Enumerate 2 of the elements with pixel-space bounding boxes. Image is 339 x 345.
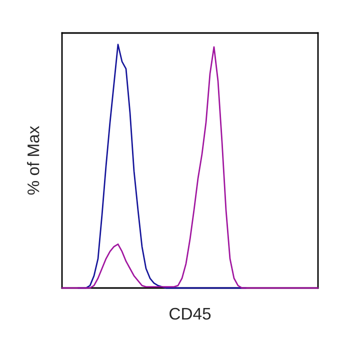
x-axis-title: CD45	[170, 308, 211, 320]
y-axis-title: % of Max	[27, 126, 40, 195]
